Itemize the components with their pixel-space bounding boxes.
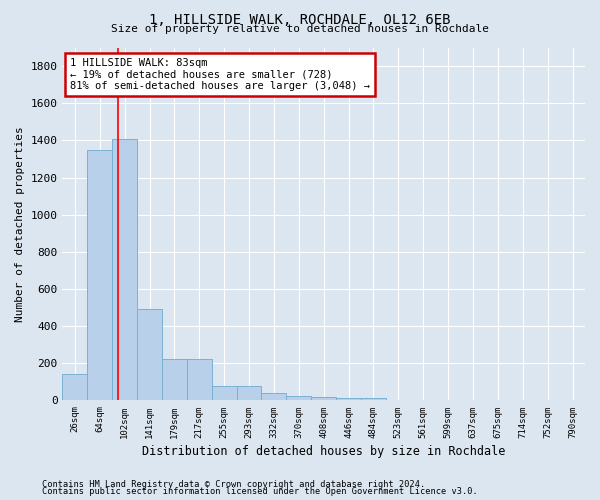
Bar [286,396,311,400]
Bar [62,374,88,400]
Bar [311,396,336,400]
Bar [236,386,262,400]
Text: 1 HILLSIDE WALK: 83sqm
← 19% of detached houses are smaller (728)
81% of semi-de: 1 HILLSIDE WALK: 83sqm ← 19% of detached… [70,58,370,92]
Text: Contains HM Land Registry data © Crown copyright and database right 2024.: Contains HM Land Registry data © Crown c… [42,480,425,489]
Bar [137,310,162,400]
Bar [162,358,187,401]
Bar [88,150,112,400]
Bar [112,138,137,400]
Bar [262,392,286,400]
Text: 1, HILLSIDE WALK, ROCHDALE, OL12 6EB: 1, HILLSIDE WALK, ROCHDALE, OL12 6EB [149,12,451,26]
Bar [361,398,386,400]
Bar [187,358,212,401]
Bar [212,386,236,400]
Text: Contains public sector information licensed under the Open Government Licence v3: Contains public sector information licen… [42,487,478,496]
Y-axis label: Number of detached properties: Number of detached properties [15,126,25,322]
X-axis label: Distribution of detached houses by size in Rochdale: Distribution of detached houses by size … [142,444,505,458]
Text: Size of property relative to detached houses in Rochdale: Size of property relative to detached ho… [111,24,489,34]
Bar [336,398,361,400]
